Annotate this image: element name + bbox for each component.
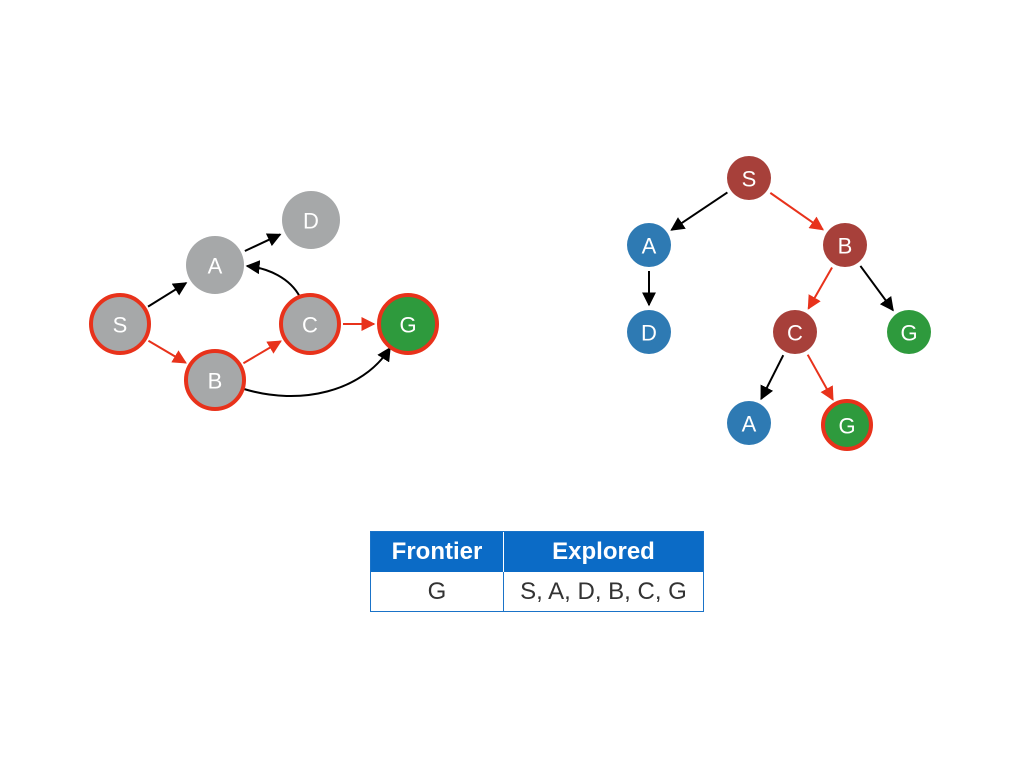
tree-node-label: D xyxy=(641,321,657,346)
graph-node-label: D xyxy=(303,209,319,234)
graph-edge-s-a xyxy=(147,282,188,308)
tree-node-circle xyxy=(627,310,671,354)
tree-node-t_g2: G xyxy=(821,399,873,451)
tree-node-circle xyxy=(727,401,771,445)
tree-node-label: C xyxy=(787,321,803,346)
tree-node-label: A xyxy=(642,234,657,259)
graph-edges xyxy=(147,233,391,398)
tree-edge-t_c-t_a2 xyxy=(760,354,785,401)
graph-edge-b-c xyxy=(242,340,282,365)
tree-node-t_g1: G xyxy=(887,310,931,354)
tree-node-circle xyxy=(627,223,671,267)
search-state-table: Frontier Explored G S, A, D, B, C, G xyxy=(370,531,704,612)
tree-node-t_b: B xyxy=(823,223,867,267)
graph-node-g: G xyxy=(377,293,439,355)
graph-node-label: A xyxy=(208,254,223,279)
tree-node-t_s: S xyxy=(727,156,771,200)
graph-node-circle xyxy=(89,293,151,355)
graph-node-label: G xyxy=(399,313,416,338)
tree-edge-t_b-t_c xyxy=(807,267,833,310)
graph-node-label: C xyxy=(302,313,318,338)
graph-node-circle xyxy=(279,293,341,355)
graph-node-label: B xyxy=(208,369,223,394)
graph-node-c: C xyxy=(279,293,341,355)
tree-node-label: G xyxy=(900,321,917,346)
graph-edge-c-a xyxy=(245,260,301,298)
explored-header: Explored xyxy=(552,538,655,565)
graph-nodes: S A D B C G xyxy=(89,191,439,411)
tree-edge-t_s-t_b xyxy=(769,192,825,231)
tree-node-t_d: D xyxy=(627,310,671,354)
tree-node-t_a1: A xyxy=(627,223,671,267)
frontier-header: Frontier xyxy=(371,532,504,572)
tree-edge-t_c-t_g2 xyxy=(806,354,834,401)
table-row: G S, A, D, B, C, G xyxy=(371,572,703,612)
tree-node-t_c: C xyxy=(773,310,817,354)
tree-node-label: G xyxy=(838,414,855,439)
tree-node-t_a2: A xyxy=(727,401,771,445)
tree-node-circle xyxy=(823,223,867,267)
tree-edge-t_s-t_a1 xyxy=(670,191,728,231)
table-header-row: Frontier Explored xyxy=(371,532,703,572)
graph-node-s: S xyxy=(89,293,151,355)
tree-nodes: S A B D C G A G xyxy=(627,156,931,451)
tree-edge-t_b-t_g1 xyxy=(859,265,894,312)
tree-node-circle xyxy=(887,310,931,354)
graph-edge-a-d xyxy=(244,233,282,252)
graph-node-circle xyxy=(184,349,246,411)
tree-node-label: S xyxy=(742,167,757,192)
graph-node-a: A xyxy=(186,236,244,294)
tree-node-circle xyxy=(821,399,873,451)
tree-node-label: B xyxy=(838,234,853,259)
frontier-value: G xyxy=(371,572,504,612)
tree-node-circle xyxy=(727,156,771,200)
tree-edges xyxy=(642,191,894,401)
tree-node-circle xyxy=(773,310,817,354)
graph-node-circle xyxy=(377,293,439,355)
graph-edge-b-g xyxy=(243,346,391,398)
graph-node-d: D xyxy=(282,191,340,249)
graph-node-circle xyxy=(282,191,340,249)
graph-node-circle xyxy=(186,236,244,294)
graph-node-label: S xyxy=(113,313,128,338)
graph-node-b: B xyxy=(184,349,246,411)
explored-value: S, A, D, B, C, G xyxy=(520,578,687,605)
tree-node-label: A xyxy=(742,412,757,437)
graph-edge-s-b xyxy=(147,339,187,364)
